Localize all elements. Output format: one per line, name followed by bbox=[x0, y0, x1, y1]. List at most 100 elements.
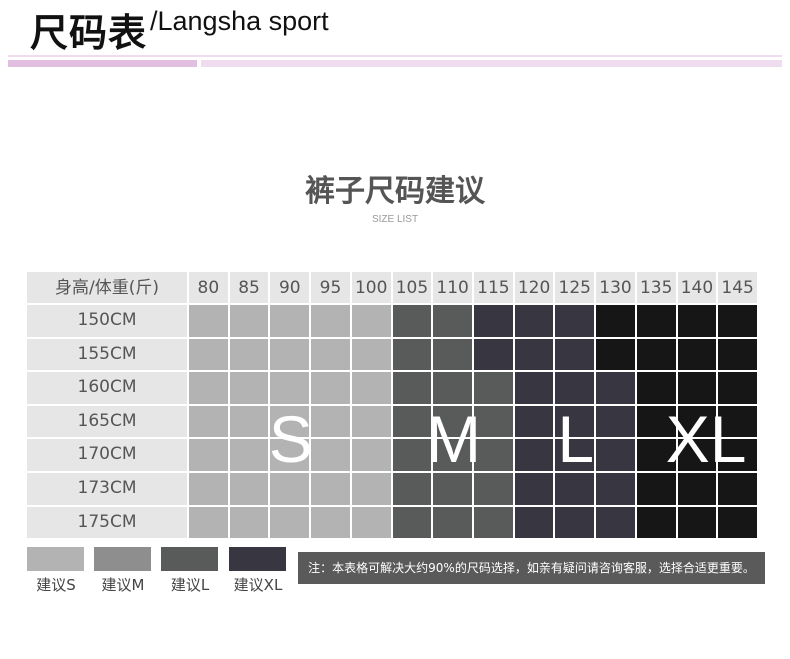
size-cell bbox=[555, 473, 595, 505]
size-cell bbox=[433, 372, 472, 404]
size-cell bbox=[596, 405, 635, 438]
size-cell bbox=[596, 372, 635, 404]
size-cell bbox=[311, 372, 350, 404]
size-cell bbox=[718, 439, 757, 471]
note-banner: 注：本表格可解决大约90%的尺码选择，如亲有疑问请咨询客服，选择合适更重要。 bbox=[298, 552, 765, 584]
divider-line bbox=[8, 55, 782, 57]
size-cell bbox=[555, 439, 595, 471]
legend-label: 建议S bbox=[36, 576, 76, 594]
size-cell bbox=[677, 372, 717, 404]
size-cell bbox=[636, 473, 676, 505]
weight-header: 130 bbox=[596, 272, 635, 303]
section-title: 裤子尺码建议 bbox=[305, 174, 485, 209]
size-cell bbox=[718, 305, 757, 337]
height-label: 173CM bbox=[27, 473, 187, 505]
size-cell bbox=[677, 338, 717, 371]
weight-header: 115 bbox=[474, 272, 513, 303]
size-cell bbox=[270, 338, 310, 371]
size-cell bbox=[311, 338, 350, 371]
size-cell bbox=[311, 439, 350, 471]
size-cell bbox=[433, 405, 472, 438]
weight-header: 135 bbox=[636, 272, 676, 303]
size-cell bbox=[392, 305, 432, 337]
page-title: 尺码表 bbox=[30, 11, 148, 55]
weight-header: 85 bbox=[229, 272, 269, 303]
size-cell bbox=[596, 506, 635, 539]
size-cell bbox=[229, 506, 269, 539]
size-cell bbox=[229, 372, 269, 404]
size-cell bbox=[718, 405, 757, 438]
size-cell bbox=[677, 405, 717, 438]
size-cell bbox=[677, 305, 717, 337]
legend-swatch bbox=[229, 547, 286, 571]
weight-header: 125 bbox=[555, 272, 595, 303]
size-cell bbox=[433, 473, 472, 505]
size-cell bbox=[596, 439, 635, 471]
size-cell bbox=[474, 305, 513, 337]
table-corner-header: 身高/体重(斤) bbox=[27, 272, 187, 303]
legend-swatch bbox=[94, 547, 151, 571]
size-cell bbox=[596, 338, 635, 371]
size-cell bbox=[270, 506, 310, 539]
size-cell bbox=[351, 439, 391, 471]
size-cell bbox=[514, 405, 554, 438]
size-cell bbox=[189, 439, 228, 471]
size-table: 身高/体重(斤) 80 85 90 95 100 105 110 115 120 125 130 135… bbox=[27, 272, 761, 540]
size-cell bbox=[392, 439, 432, 471]
size-cell bbox=[514, 338, 554, 371]
size-cell bbox=[636, 439, 676, 471]
size-cell bbox=[636, 405, 676, 438]
size-cell bbox=[555, 338, 595, 371]
weight-header: 95 bbox=[311, 272, 350, 303]
size-cell bbox=[189, 473, 228, 505]
accent-bar-left bbox=[8, 60, 197, 67]
weight-header: 145 bbox=[718, 272, 757, 303]
accent-bar-right bbox=[201, 60, 782, 67]
size-cell bbox=[189, 506, 228, 539]
size-cell bbox=[392, 372, 432, 404]
size-cell bbox=[636, 372, 676, 404]
legend-swatch bbox=[27, 547, 84, 571]
height-label: 160CM bbox=[27, 372, 187, 404]
size-cell bbox=[555, 506, 595, 539]
size-cell bbox=[433, 506, 472, 539]
size-cell bbox=[677, 473, 717, 505]
weight-header: 120 bbox=[514, 272, 554, 303]
size-cell bbox=[270, 439, 310, 471]
legend-label: 建议M bbox=[101, 576, 145, 594]
size-cell bbox=[474, 372, 513, 404]
size-cell bbox=[514, 439, 554, 471]
size-cell bbox=[474, 506, 513, 539]
size-cell bbox=[596, 305, 635, 337]
size-cell bbox=[514, 372, 554, 404]
size-cell bbox=[270, 473, 310, 505]
size-cell bbox=[229, 473, 269, 505]
weight-header: 100 bbox=[351, 272, 391, 303]
height-label: 165CM bbox=[27, 405, 187, 438]
size-cell bbox=[514, 506, 554, 539]
size-overlay-label: XL bbox=[665, 402, 747, 477]
size-cell bbox=[636, 506, 676, 539]
size-cell bbox=[229, 439, 269, 471]
size-cell bbox=[311, 506, 350, 539]
size-cell bbox=[311, 473, 350, 505]
size-overlay-label: S bbox=[268, 402, 313, 477]
size-cell bbox=[270, 405, 310, 438]
size-cell bbox=[718, 506, 757, 539]
size-cell bbox=[351, 405, 391, 438]
size-cell bbox=[351, 372, 391, 404]
size-cell bbox=[474, 473, 513, 505]
size-cell bbox=[596, 473, 635, 505]
weight-header: 105 bbox=[392, 272, 432, 303]
height-label: 155CM bbox=[27, 338, 187, 371]
legend-label: 建议L bbox=[170, 576, 210, 594]
size-cell bbox=[311, 405, 350, 438]
size-cell bbox=[677, 506, 717, 539]
section-subtitle: SIZE LIST bbox=[371, 214, 419, 225]
size-cell bbox=[270, 372, 310, 404]
weight-header: 90 bbox=[270, 272, 310, 303]
size-cell bbox=[718, 338, 757, 371]
size-cell bbox=[514, 305, 554, 337]
weight-header: 80 bbox=[189, 272, 228, 303]
size-cell bbox=[718, 372, 757, 404]
